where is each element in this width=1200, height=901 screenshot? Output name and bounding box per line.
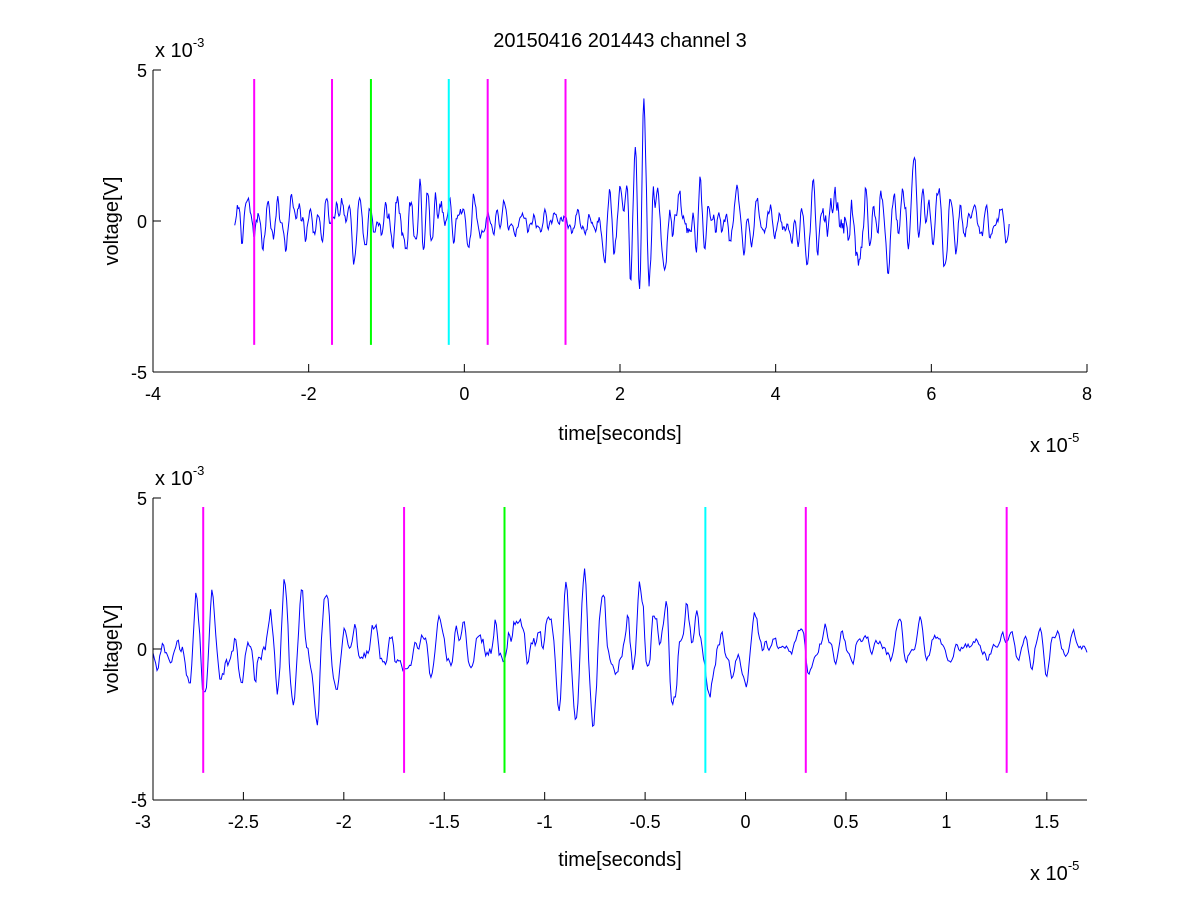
top-x-scale-label: x 10-5 <box>1030 430 1079 457</box>
top-plot: -4 -2 0 2 4 6 8 -5 0 5 x 10-3 x 10-5 time[seconds… <box>101 35 1092 457</box>
bottom-x-tick-label: 0.5 <box>833 812 858 832</box>
top-x-tick-label: -4 <box>145 384 161 404</box>
bottom-x-tick-label: -2.5 <box>228 812 259 832</box>
bottom-x-tick-label: 1.5 <box>1034 812 1059 832</box>
bottom-plot: -3 -2.5 -2 -1.5 -1 -0.5 0 0.5 1 1.5 -5 0 5 x 10-3 x … <box>101 463 1088 885</box>
bottom-x-tick-label: 0 <box>741 812 751 832</box>
bottom-x-tick-label: 1 <box>941 812 951 832</box>
bottom-x-tick-label: -1.5 <box>429 812 460 832</box>
bottom-plot-axes: -3 -2.5 -2 -1.5 -1 -0.5 0 0.5 1 1.5 -5 0 5 <box>131 489 1087 832</box>
top-y-tick-label: 0 <box>137 212 147 232</box>
bottom-x-tick-label: -3 <box>135 812 151 832</box>
top-plot-axes: -4 -2 0 2 4 6 8 -5 0 5 <box>131 61 1092 404</box>
bottom-x-tick-label: -2 <box>336 812 352 832</box>
bottom-x-scale-label: x 10-5 <box>1030 858 1079 885</box>
bottom-y-tick-label: 5 <box>137 489 147 509</box>
bottom-y-tick-label: 0 <box>137 640 147 660</box>
top-x-tick-label: 8 <box>1082 384 1092 404</box>
top-y-tick-label: -5 <box>131 363 147 383</box>
top-x-tick-label: 4 <box>771 384 781 404</box>
top-x-axis-label: time[seconds] <box>558 423 681 445</box>
top-x-tick-label: -2 <box>301 384 317 404</box>
bottom-x-tick-label: -0.5 <box>630 812 661 832</box>
bottom-y-scale-label: x 10-3 <box>155 463 204 490</box>
bottom-y-tick-label: -5 <box>131 791 147 811</box>
bottom-x-axis-label: time[seconds] <box>558 849 681 871</box>
bottom-x-tick-label: -1 <box>537 812 553 832</box>
chart-title: 20150416 201443 channel 3 <box>493 30 747 52</box>
top-x-tick-label: 0 <box>459 384 469 404</box>
bottom-signal-line <box>152 568 1088 728</box>
top-y-axis-label: voltage[V] <box>101 177 123 266</box>
bottom-y-axis-label: voltage[V] <box>101 605 123 694</box>
top-y-scale-label: x 10-3 <box>155 35 204 62</box>
top-y-tick-label: 5 <box>137 61 147 81</box>
top-x-tick-label: 2 <box>615 384 625 404</box>
top-signal-line <box>234 98 1010 290</box>
top-x-tick-label: 6 <box>926 384 936 404</box>
